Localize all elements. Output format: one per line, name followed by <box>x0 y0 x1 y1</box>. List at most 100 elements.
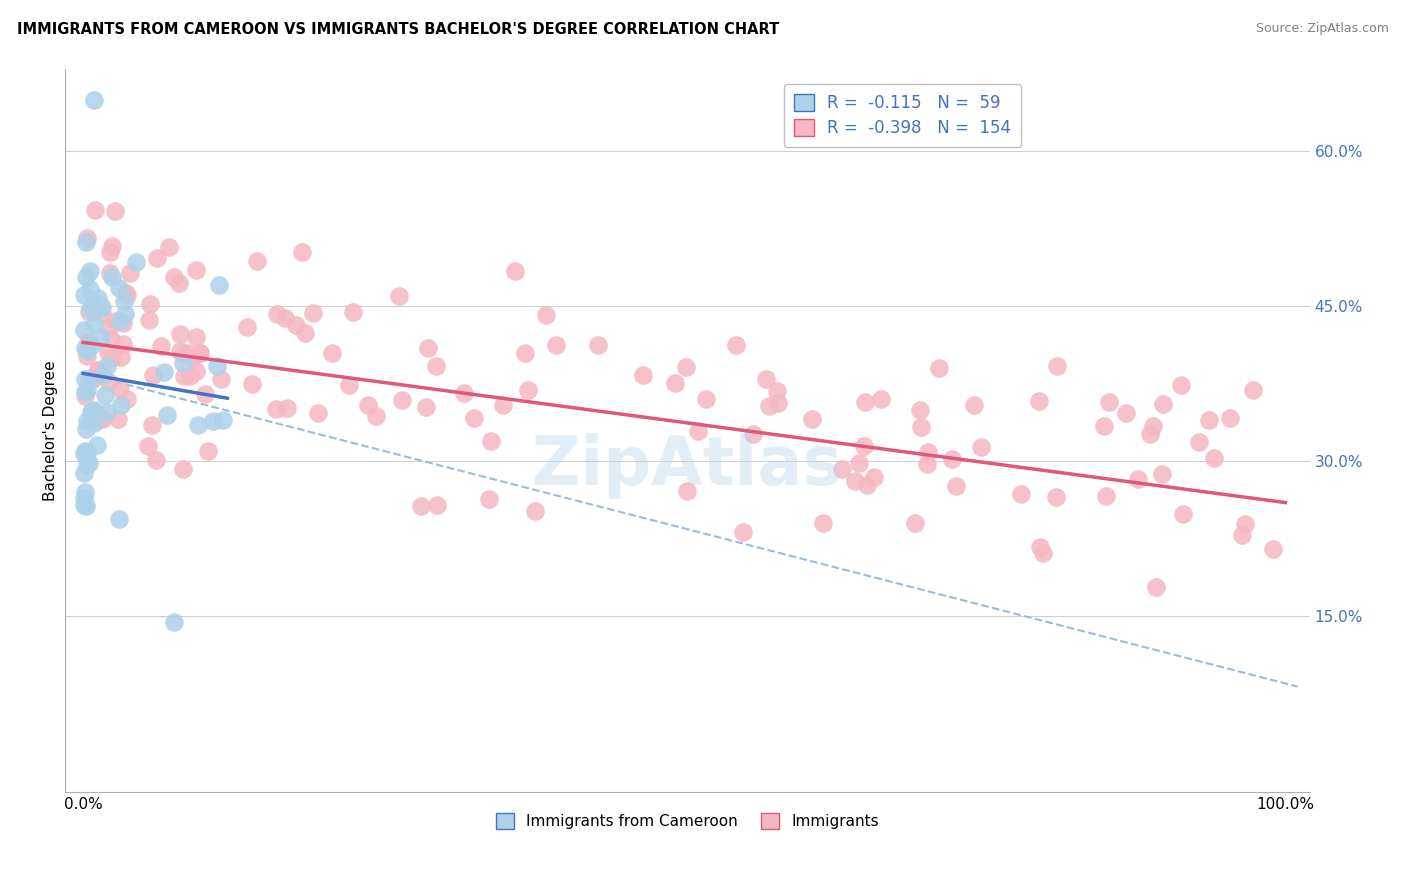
Point <box>86 438 108 452</box>
Point <box>79 302 101 317</box>
Point <box>409 499 432 513</box>
Point <box>276 401 298 416</box>
Point <box>910 420 932 434</box>
Point <box>100 332 122 346</box>
Point <box>153 365 176 379</box>
Point <box>291 244 314 259</box>
Point <box>205 359 228 373</box>
Point <box>173 369 195 384</box>
Point <box>76 350 98 364</box>
Point <box>76 231 98 245</box>
Point <box>83 416 105 430</box>
Point <box>755 372 778 386</box>
Point <box>110 398 132 412</box>
Point <box>162 269 184 284</box>
Point <box>139 297 162 311</box>
Text: IMMIGRANTS FROM CAMEROON VS IMMIGRANTS BACHELOR'S DEGREE CORRELATION CHART: IMMIGRANTS FROM CAMEROON VS IMMIGRANTS B… <box>17 22 779 37</box>
Point <box>80 404 103 418</box>
Point <box>285 318 308 332</box>
Point <box>1115 406 1137 420</box>
Point <box>169 344 191 359</box>
Point <box>1202 451 1225 466</box>
Point <box>212 413 235 427</box>
Point <box>904 516 927 530</box>
Point <box>172 462 194 476</box>
Point <box>1010 487 1032 501</box>
Text: Source: ZipAtlas.com: Source: ZipAtlas.com <box>1256 22 1389 36</box>
Point <box>366 409 388 424</box>
Point <box>97 344 120 359</box>
Point <box>266 401 288 416</box>
Point <box>184 330 207 344</box>
Point <box>77 456 100 470</box>
Point <box>1234 517 1257 532</box>
Point <box>83 403 105 417</box>
Point <box>357 398 380 412</box>
Point <box>76 383 98 397</box>
Point <box>98 320 121 334</box>
Point <box>586 338 609 352</box>
Point <box>1126 472 1149 486</box>
Point <box>1153 397 1175 411</box>
Point <box>853 395 876 409</box>
Point <box>75 235 97 250</box>
Point <box>142 368 165 383</box>
Point <box>90 411 112 425</box>
Point <box>79 264 101 278</box>
Point <box>75 500 97 514</box>
Point <box>115 285 138 300</box>
Point <box>1139 427 1161 442</box>
Point <box>870 392 893 406</box>
Point <box>188 346 211 360</box>
Point <box>111 316 134 330</box>
Point <box>75 485 97 500</box>
Point <box>83 295 105 310</box>
Point <box>83 203 105 218</box>
Point <box>209 372 232 386</box>
Point <box>1198 413 1220 427</box>
Point <box>388 289 411 303</box>
Point <box>416 342 439 356</box>
Point <box>90 306 112 320</box>
Point <box>96 359 118 373</box>
Point <box>1263 541 1285 556</box>
Point <box>425 359 447 374</box>
Point <box>534 308 557 322</box>
Point <box>101 269 124 284</box>
Point <box>73 389 96 403</box>
Point <box>1032 546 1054 560</box>
Point <box>73 447 96 461</box>
Point <box>831 462 853 476</box>
Legend: Immigrants from Cameroon, Immigrants: Immigrants from Cameroon, Immigrants <box>489 806 886 835</box>
Point <box>208 277 231 292</box>
Point <box>202 414 225 428</box>
Point <box>80 338 103 352</box>
Point <box>108 512 131 526</box>
Point <box>505 263 527 277</box>
Point <box>110 382 132 396</box>
Point <box>194 387 217 401</box>
Point <box>110 350 132 364</box>
Point <box>115 392 138 406</box>
Point <box>724 338 747 352</box>
Point <box>266 307 288 321</box>
Point <box>1150 467 1173 482</box>
Point <box>453 386 475 401</box>
Point <box>80 405 103 419</box>
Point <box>302 306 325 320</box>
Point <box>1029 540 1052 554</box>
Point <box>1045 490 1067 504</box>
Point <box>1046 359 1069 374</box>
Point <box>187 418 209 433</box>
Point <box>1144 580 1167 594</box>
Point <box>150 338 173 352</box>
Point <box>675 360 697 375</box>
Point <box>969 440 991 454</box>
Point <box>1092 418 1115 433</box>
Point <box>188 346 211 360</box>
Point <box>631 368 654 382</box>
Point <box>945 479 967 493</box>
Point <box>87 301 110 315</box>
Point <box>91 368 114 383</box>
Point <box>492 397 515 411</box>
